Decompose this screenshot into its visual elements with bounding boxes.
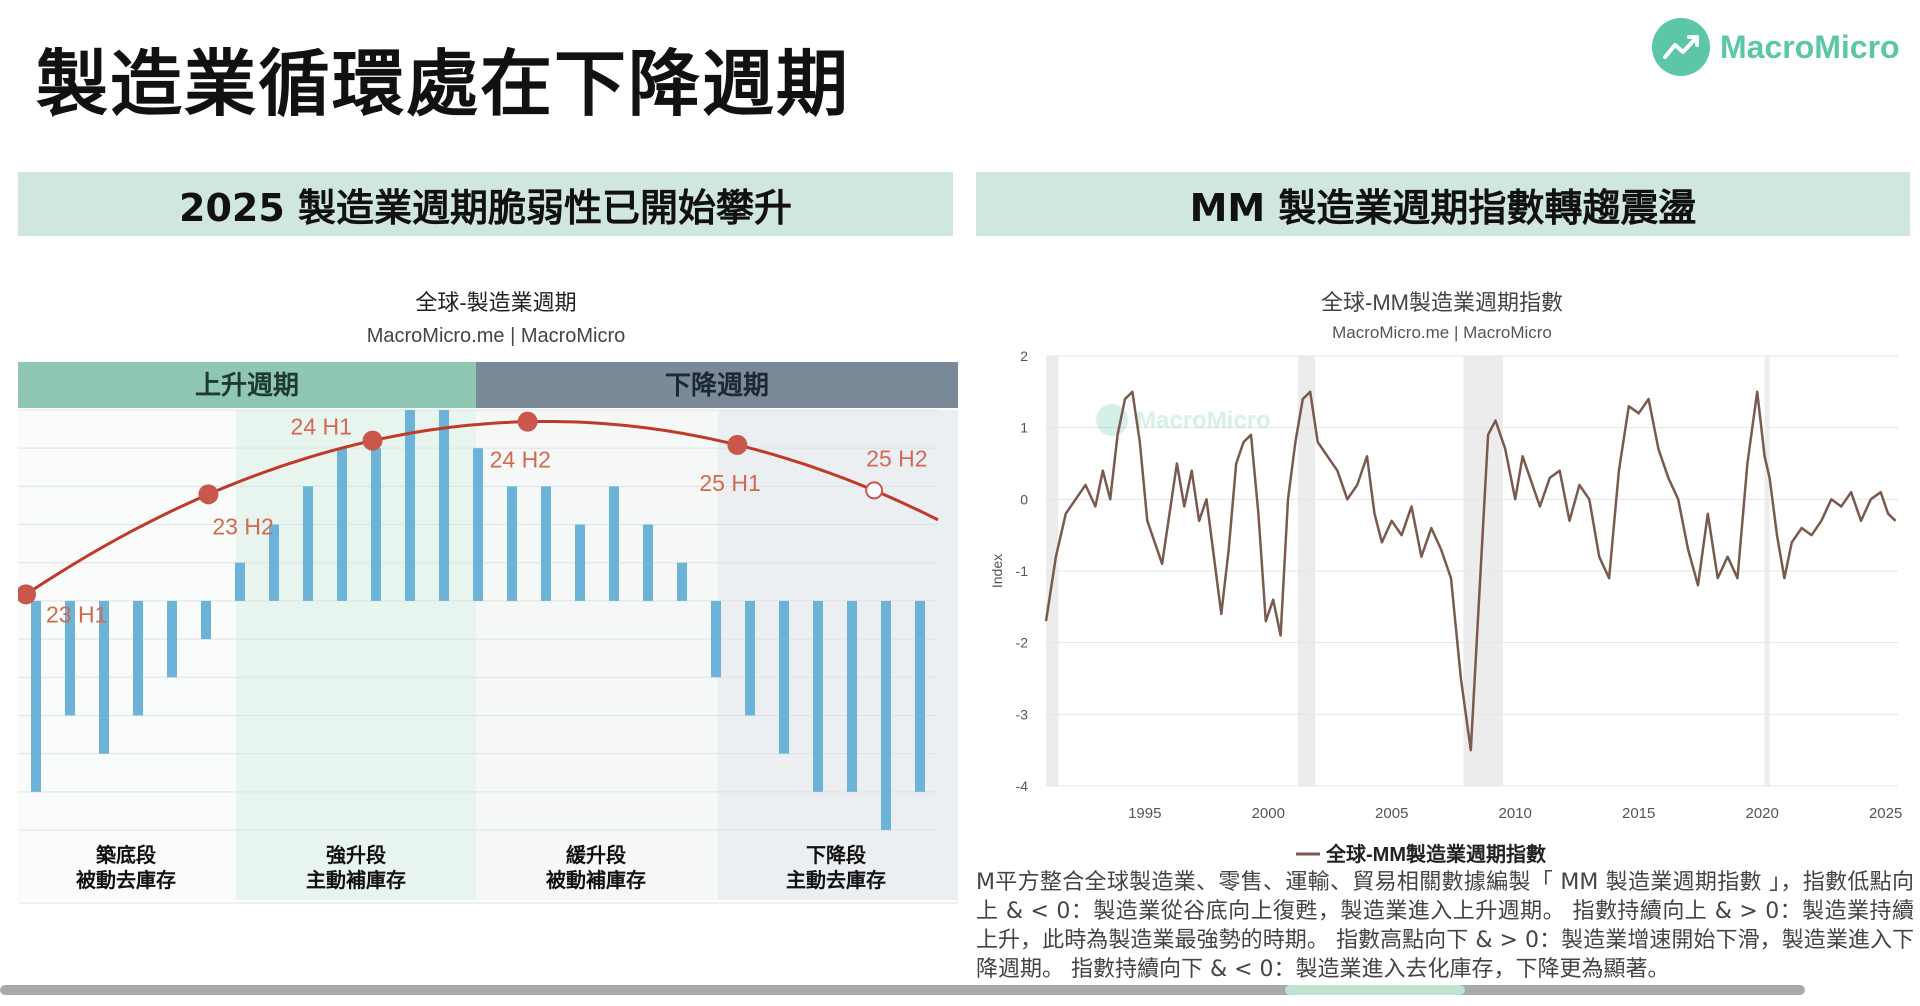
phase-name: 強升段 [326, 843, 386, 867]
bar [439, 410, 449, 601]
bar [269, 524, 279, 601]
y-axis-label: Index [989, 554, 1005, 588]
left-section-header: 2025 製造業週期脆弱性已開始攀升 [18, 172, 953, 236]
band-falling [476, 362, 958, 408]
cycle-point [362, 430, 383, 451]
mm-index-chart: 全球-MM製造業週期指數 MacroMicro.me | MacroMicro 2 1… [976, 280, 1910, 870]
x-tick-label: 2015 [1622, 805, 1655, 822]
phase-name: 緩升段 [566, 843, 626, 867]
point-label: 23 H1 [46, 601, 107, 627]
chart-description: M平方整合全球製造業、零售、運輸、貿易相關數據編製「 MM 製造業週期指數 」，… [976, 870, 1914, 982]
cycle-point [198, 484, 219, 505]
bar [779, 600, 789, 754]
point-label: 23 H2 [212, 513, 273, 539]
cycle-point [16, 584, 36, 605]
cycle-curve [25, 420, 939, 596]
logo-text: MacroMicro [1720, 28, 1900, 65]
y-tick-label: -3 [1016, 706, 1029, 722]
watermark-text: MacroMicro [1136, 407, 1271, 434]
chart-title: 全球-MM製造業週期指數 [1321, 290, 1563, 315]
bar [99, 600, 109, 754]
slide-title: 製造業循環處在下降週期 [36, 42, 851, 126]
index-series-line [1044, 390, 1897, 752]
phase-desc: 被動補庫存 [546, 868, 646, 892]
manufacturing-cycle-chart: 全球-製造業週期 MacroMicro.me | MacroMicro 上升週期 下降… [16, 280, 958, 910]
y-tick-label: 0 [1020, 491, 1028, 507]
bar [677, 562, 687, 601]
bar [575, 524, 585, 601]
bar [201, 600, 211, 640]
right-section-header: MM 製造業週期指數轉趨震盪 [976, 172, 1910, 236]
point-label: 24 H2 [490, 447, 551, 473]
legend-label: 全球-MM製造業週期指數 [1325, 842, 1546, 866]
phase-name: 下降段 [806, 843, 866, 867]
phase-bg [236, 410, 476, 900]
bar [711, 600, 721, 678]
macromicro-logo: MacroMicro [1652, 17, 1900, 77]
bar [915, 600, 925, 792]
y-tick-label: 2 [1020, 348, 1028, 364]
bar [745, 600, 755, 716]
bar [31, 600, 41, 792]
chart-line-icon [1652, 18, 1710, 76]
phase-desc: 主動補庫存 [306, 868, 406, 892]
bar [133, 600, 143, 716]
y-tick-label: -2 [1016, 635, 1029, 651]
bar [337, 448, 347, 601]
x-tick-label: 2025 [1869, 805, 1902, 822]
cycle-point [727, 434, 748, 455]
slide-progress-bar [0, 985, 1805, 995]
phase-bg [18, 410, 236, 900]
x-tick-label: 2010 [1499, 805, 1532, 822]
band-rising-label: 上升週期 [195, 370, 299, 400]
chart-subtitle: MacroMicro.me | MacroMicro [1332, 323, 1552, 342]
bar [405, 410, 415, 601]
x-tick-label: 2000 [1252, 805, 1285, 822]
phase-name: 築底段 [95, 843, 156, 867]
point-label: 25 H2 [866, 445, 927, 471]
x-tick-label: 2020 [1745, 805, 1778, 822]
bar [507, 486, 517, 601]
chart-title: 全球-製造業週期 [415, 290, 576, 315]
y-tick-label: 1 [1020, 420, 1028, 436]
band-falling-label: 下降週期 [665, 370, 769, 400]
y-tick-label: -1 [1016, 563, 1029, 579]
point-label: 24 H1 [291, 414, 352, 440]
bar [609, 486, 619, 601]
cycle-point-hollow [865, 481, 884, 500]
bar [371, 448, 381, 601]
x-tick-label: 2005 [1375, 805, 1408, 822]
bar [813, 600, 823, 792]
bar [167, 600, 177, 678]
phase-bg [476, 410, 718, 900]
point-label: 25 H1 [699, 470, 760, 496]
slide-progress-fill [1285, 985, 1465, 995]
band-rising [18, 362, 476, 408]
watermark: MacroMicro [1096, 404, 1271, 436]
bar [303, 486, 313, 601]
bar [65, 600, 75, 716]
y-tick-label: -4 [1016, 778, 1029, 794]
bar [847, 600, 857, 792]
bar [881, 600, 891, 830]
bar [643, 524, 653, 601]
bar [541, 486, 551, 601]
phase-desc: 被動去庫存 [76, 868, 176, 892]
index-chart-svg: 全球-MM製造業週期指數 MacroMicro.me | MacroMicro 2 1… [989, 290, 1902, 866]
bar [235, 562, 245, 601]
x-tick-label: 1995 [1128, 805, 1161, 822]
bar [473, 448, 483, 601]
cycle-point [517, 411, 538, 432]
chart-subtitle: MacroMicro.me | MacroMicro [367, 325, 626, 347]
phase-desc: 主動去庫存 [786, 868, 886, 892]
